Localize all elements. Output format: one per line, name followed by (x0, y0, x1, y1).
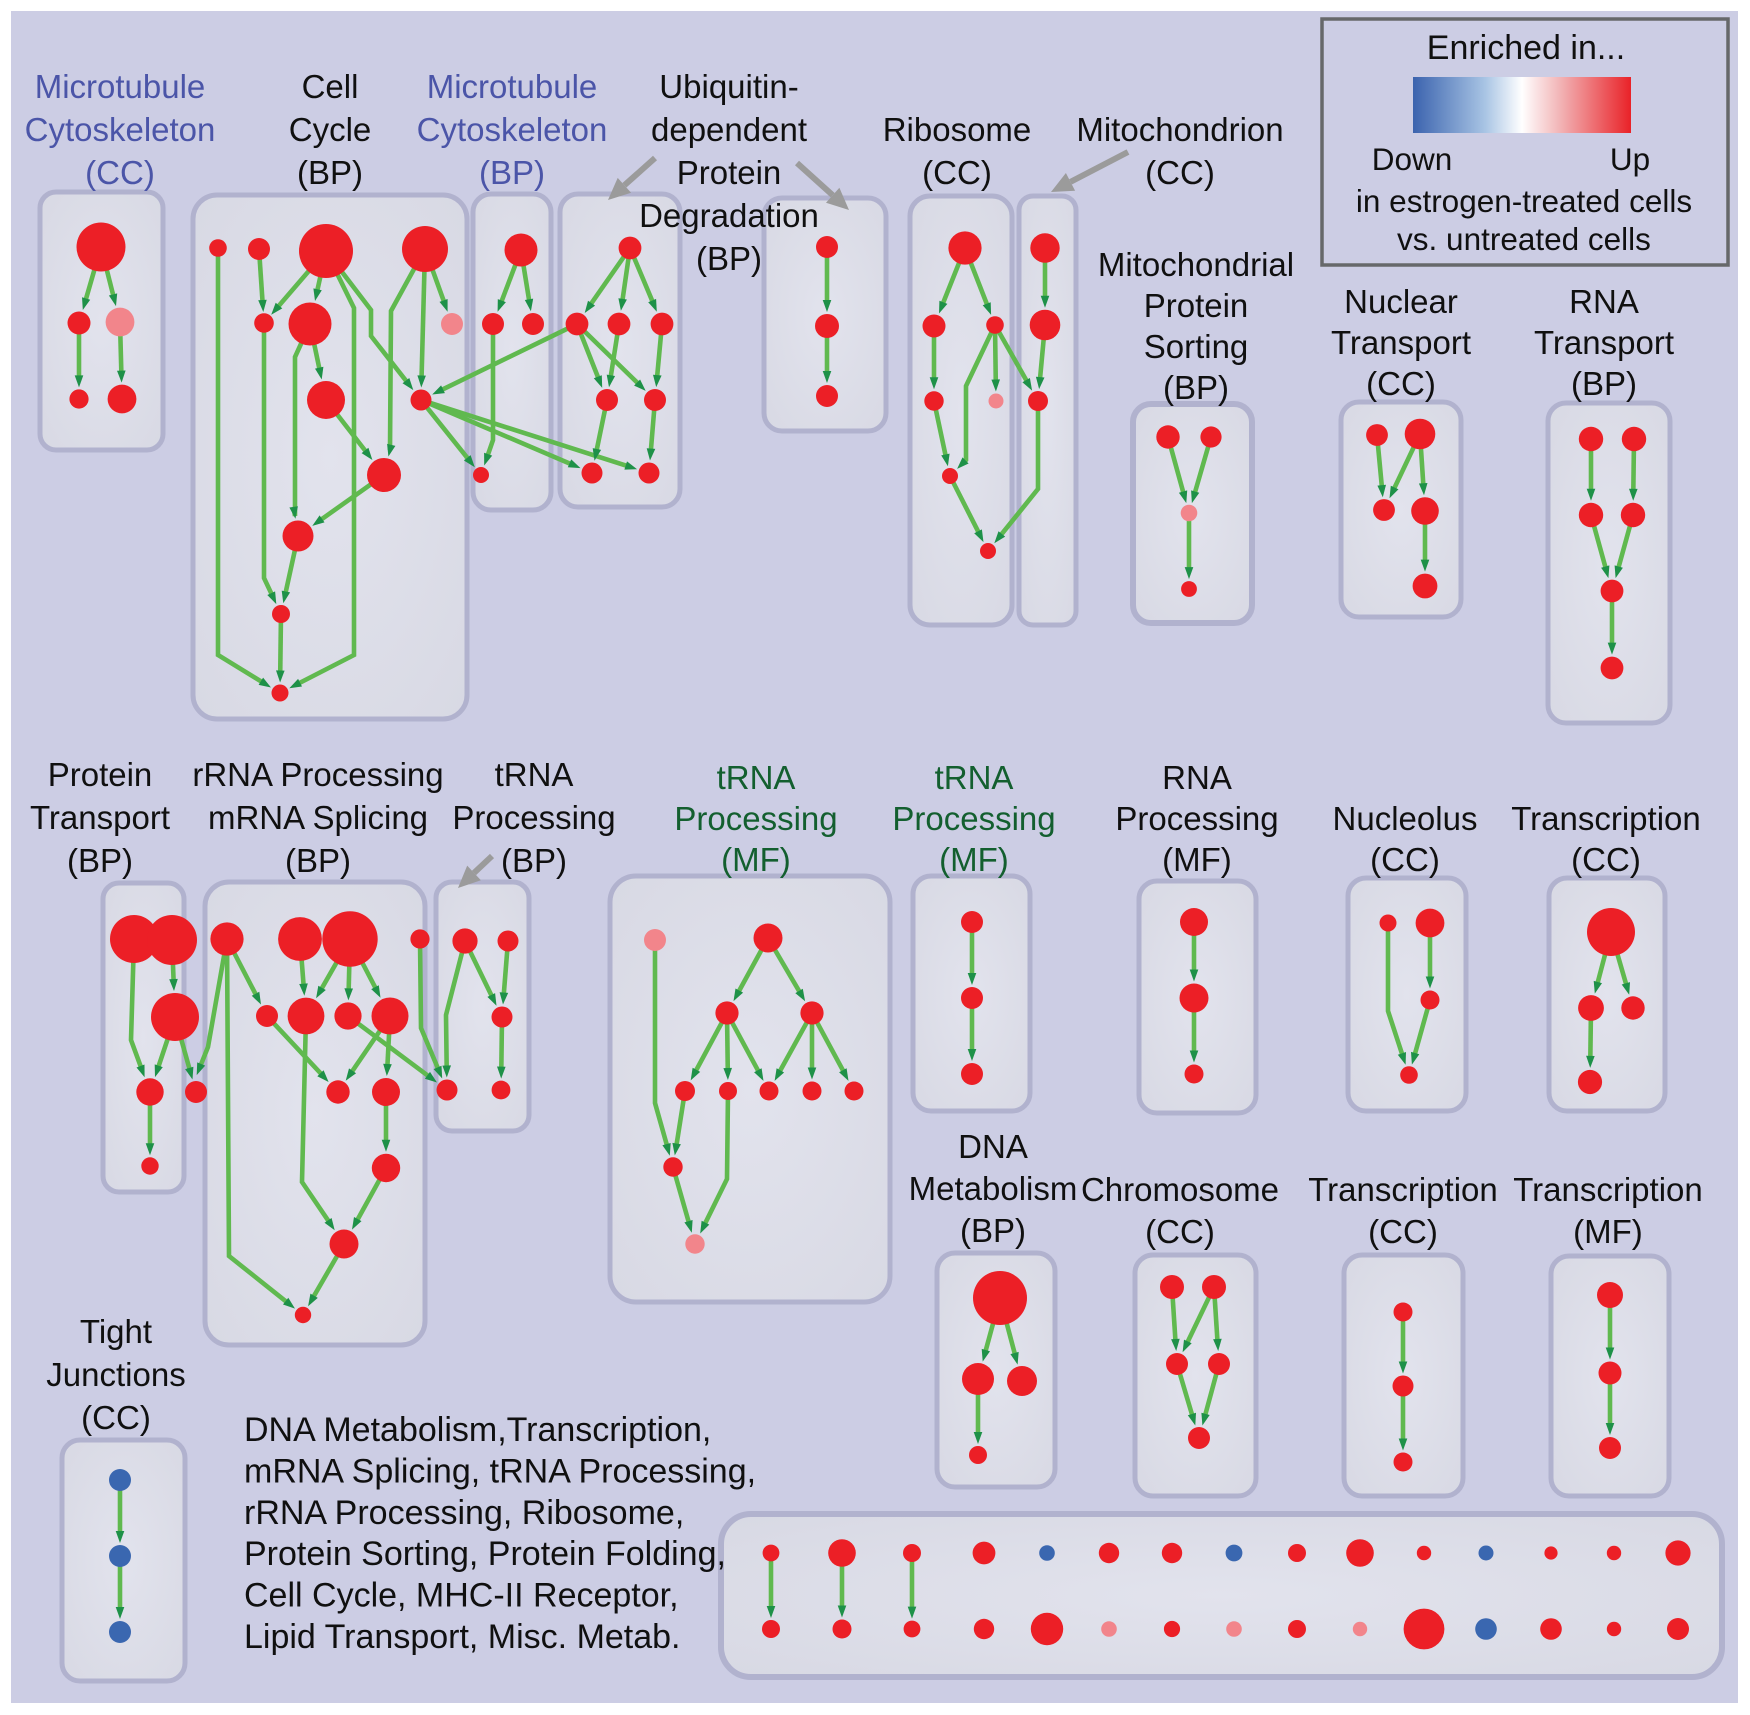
svg-text:tRNA: tRNA (495, 756, 574, 793)
svg-text:(CC): (CC) (922, 154, 992, 191)
svg-text:Chromosome: Chromosome (1081, 1171, 1279, 1208)
svg-text:(BP): (BP) (67, 842, 133, 879)
svg-text:Mitochondrial: Mitochondrial (1098, 246, 1294, 283)
svg-text:Tight: Tight (80, 1313, 152, 1350)
svg-text:Cytoskeleton: Cytoskeleton (417, 111, 608, 148)
svg-text:(CC): (CC) (1370, 841, 1440, 878)
svg-text:mRNA Splicing, tRNA Processing: mRNA Splicing, tRNA Processing, (244, 1452, 756, 1490)
svg-text:Transport: Transport (30, 799, 170, 836)
svg-text:Sorting: Sorting (1144, 328, 1249, 365)
svg-text:(BP): (BP) (297, 154, 363, 191)
svg-text:(CC): (CC) (85, 154, 155, 191)
svg-text:Microtubule: Microtubule (35, 68, 206, 105)
svg-text:Metabolism: Metabolism (909, 1170, 1078, 1207)
svg-text:Protein: Protein (1144, 287, 1249, 324)
svg-text:RNA: RNA (1569, 283, 1639, 320)
svg-text:Nuclear: Nuclear (1344, 283, 1458, 320)
svg-text:(BP): (BP) (1571, 365, 1637, 402)
svg-text:(MF): (MF) (1162, 841, 1232, 878)
svg-text:Protein: Protein (677, 154, 782, 191)
svg-text:vs. untreated cells: vs. untreated cells (1397, 221, 1651, 257)
svg-text:(BP): (BP) (696, 240, 762, 277)
svg-text:Cell: Cell (302, 68, 359, 105)
svg-text:(CC): (CC) (81, 1399, 151, 1436)
svg-text:Mitochondrion: Mitochondrion (1076, 111, 1283, 148)
svg-text:tRNA: tRNA (717, 759, 796, 796)
svg-text:Processing: Processing (1115, 800, 1278, 837)
svg-text:rRNA Processing, Ribosome,: rRNA Processing, Ribosome, (244, 1494, 684, 1532)
svg-text:(CC): (CC) (1145, 1213, 1215, 1250)
svg-text:in estrogen-treated cells: in estrogen-treated cells (1356, 183, 1692, 219)
svg-text:rRNA Processing: rRNA Processing (192, 756, 443, 793)
svg-text:Transcription: Transcription (1513, 1171, 1703, 1208)
svg-text:(CC): (CC) (1366, 365, 1436, 402)
svg-text:Cell Cycle, MHC-II Receptor,: Cell Cycle, MHC-II Receptor, (244, 1577, 679, 1615)
svg-text:Processing: Processing (452, 799, 615, 836)
svg-text:Transcription: Transcription (1308, 1171, 1498, 1208)
svg-text:Cytoskeleton: Cytoskeleton (25, 111, 216, 148)
svg-text:Cycle: Cycle (289, 111, 372, 148)
svg-text:Processing: Processing (892, 800, 1055, 837)
svg-text:DNA: DNA (958, 1128, 1028, 1165)
svg-text:Transport: Transport (1534, 324, 1674, 361)
svg-text:(CC): (CC) (1571, 841, 1641, 878)
svg-text:Transcription: Transcription (1511, 800, 1701, 837)
svg-text:Enriched in...: Enriched in... (1427, 29, 1625, 67)
svg-text:Protein: Protein (48, 756, 153, 793)
svg-text:tRNA: tRNA (935, 759, 1014, 796)
svg-text:(BP): (BP) (479, 154, 545, 191)
svg-text:Lipid Transport, Misc. Metab.: Lipid Transport, Misc. Metab. (244, 1618, 681, 1656)
svg-text:(MF): (MF) (1573, 1213, 1643, 1250)
svg-text:Ribosome: Ribosome (883, 111, 1032, 148)
svg-text:dependent: dependent (651, 111, 807, 148)
svg-text:Down: Down (1372, 141, 1453, 177)
svg-text:Transport: Transport (1331, 324, 1471, 361)
svg-text:Ubiquitin-: Ubiquitin- (659, 68, 798, 105)
svg-text:(BP): (BP) (501, 842, 567, 879)
svg-text:RNA: RNA (1162, 759, 1232, 796)
svg-text:(CC): (CC) (1368, 1213, 1438, 1250)
svg-text:DNA Metabolism,Transcription,: DNA Metabolism,Transcription, (244, 1411, 711, 1449)
svg-text:Protein Sorting, Protein Foldi: Protein Sorting, Protein Folding, (244, 1535, 726, 1573)
svg-text:(BP): (BP) (285, 842, 351, 879)
svg-text:Processing: Processing (674, 800, 837, 837)
svg-text:(CC): (CC) (1145, 154, 1215, 191)
svg-text:(BP): (BP) (1163, 369, 1229, 406)
svg-text:(BP): (BP) (960, 1212, 1026, 1249)
svg-text:Degradation: Degradation (639, 197, 819, 234)
svg-text:(MF): (MF) (939, 841, 1009, 878)
svg-text:Up: Up (1610, 141, 1650, 177)
svg-text:mRNA Splicing: mRNA Splicing (208, 799, 428, 836)
svg-text:Microtubule: Microtubule (427, 68, 598, 105)
svg-text:(MF): (MF) (721, 841, 791, 878)
svg-text:Nucleolus: Nucleolus (1333, 800, 1478, 837)
svg-text:Junctions: Junctions (46, 1356, 185, 1393)
